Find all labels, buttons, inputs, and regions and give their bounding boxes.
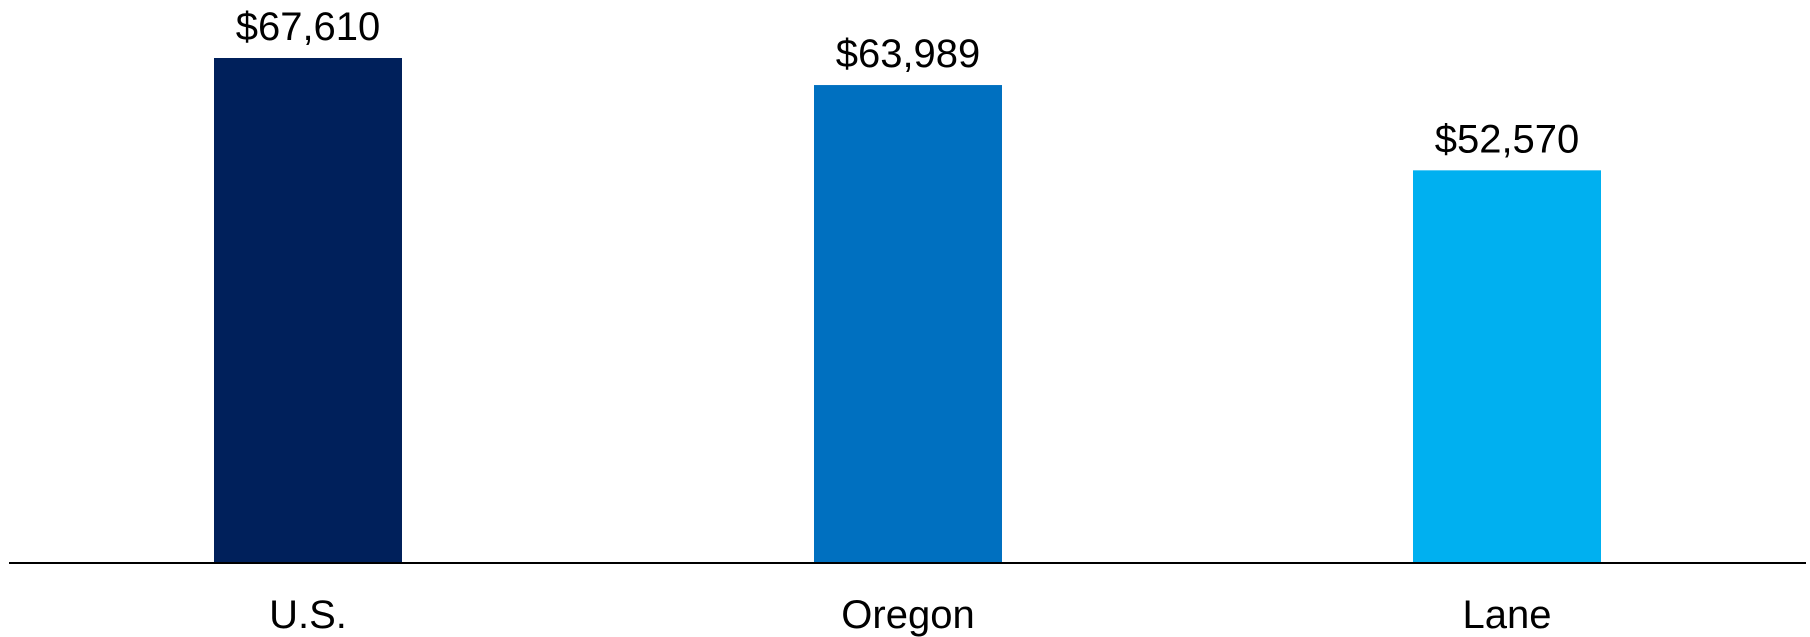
x-tick-label-u-s: U.S. (269, 593, 347, 637)
x-tick-label-lane: Lane (1463, 593, 1552, 637)
bars-layer (214, 58, 1601, 563)
data-labels-layer: $67,610 $63,989 $52,570 (236, 5, 1580, 161)
bar-oregon (814, 85, 1002, 563)
x-tick-label-oregon: Oregon (841, 593, 974, 637)
data-label-lane: $52,570 (1435, 117, 1580, 161)
x-tick-labels-layer: U.S. Oregon Lane (269, 593, 1551, 637)
data-label-oregon: $63,989 (836, 32, 981, 76)
bar-lane (1413, 170, 1601, 563)
bar-u-s (214, 58, 402, 563)
data-label-u-s: $67,610 (236, 5, 381, 49)
